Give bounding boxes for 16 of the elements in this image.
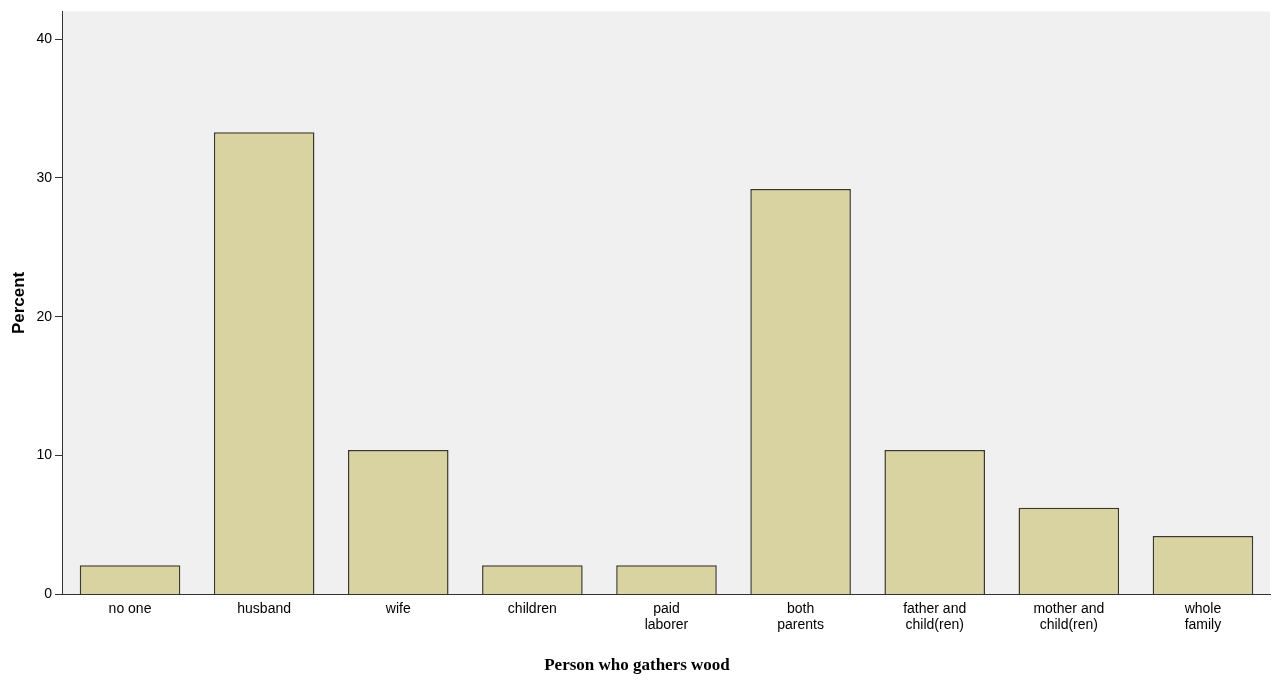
y-tick-label: 0 (44, 585, 53, 602)
x-tick-label: no one (108, 599, 152, 616)
x-tick-label: children (507, 599, 557, 616)
y-tick-label: 20 (36, 307, 53, 324)
y-tick-label: 30 (36, 168, 53, 185)
x-tick-label: both parents (777, 599, 824, 633)
x-axis-title: Person who gathers wood (543, 655, 731, 675)
x-tick-label: mother and child(ren) (1033, 599, 1105, 633)
x-tick-label: husband (237, 599, 291, 616)
x-tick-label: wife (384, 599, 411, 616)
y-tick-label: 40 (36, 30, 53, 47)
x-tick-label: paid laborer (644, 599, 689, 633)
y-tick-label: 10 (36, 446, 53, 463)
x-tick-label: father and child(ren) (903, 599, 967, 633)
x-tick-label: whole family (1183, 599, 1222, 633)
y-axis-title: Percent (8, 271, 28, 335)
